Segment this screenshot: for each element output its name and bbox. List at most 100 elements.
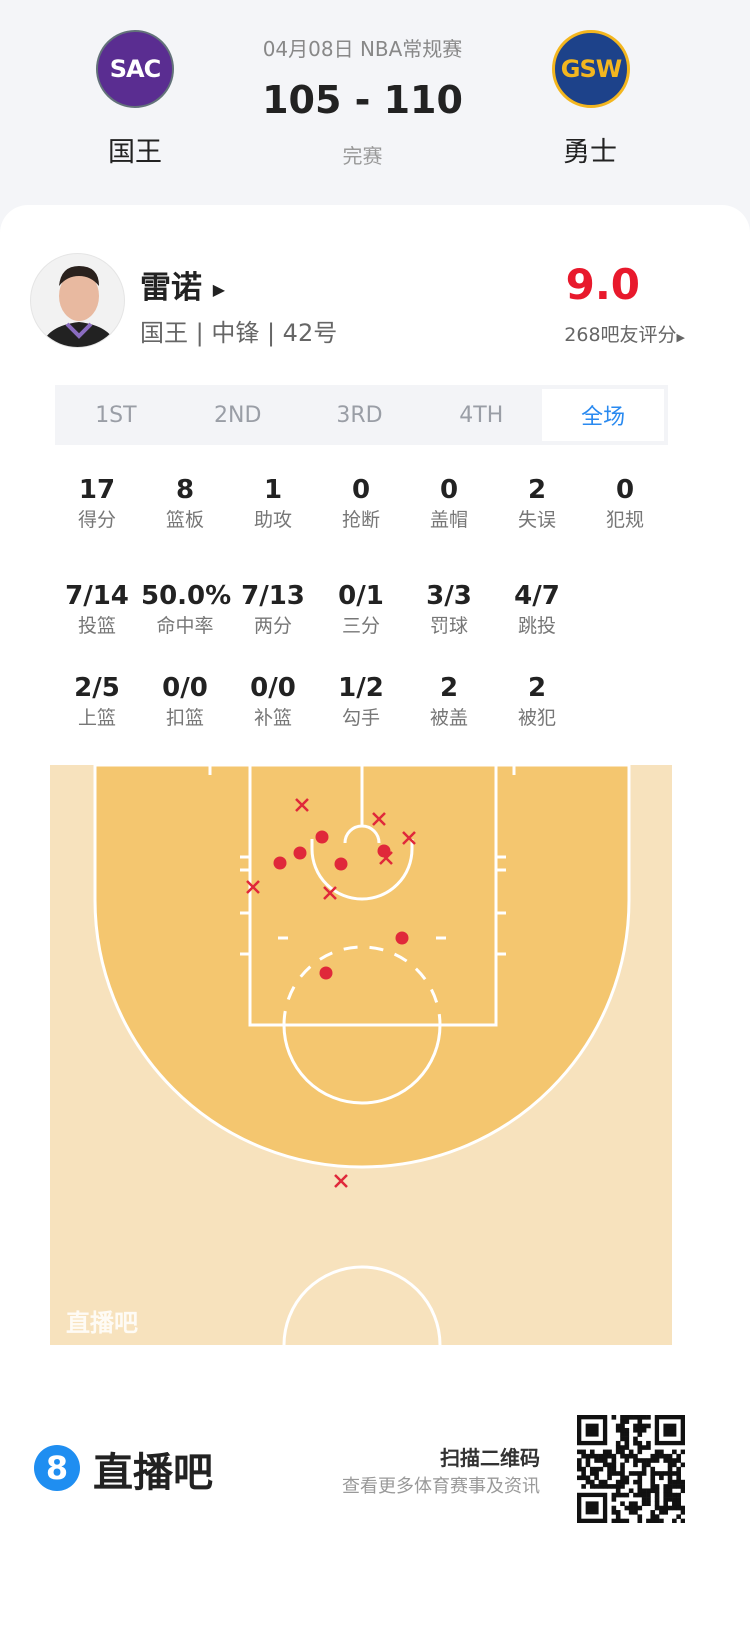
shot-missed bbox=[246, 880, 260, 894]
tab-1st[interactable]: 1ST bbox=[95, 402, 137, 428]
stat-label: 助攻 bbox=[253, 509, 292, 531]
stat-value: 4/7 bbox=[514, 581, 560, 611]
stats-row-shooting: 7/14 投篮 50.0% 命中率 7/13 两分 0/1 三分 3/3 罚球 4/7 跳投 bbox=[53, 580, 669, 640]
stat-label: 失误 bbox=[517, 509, 556, 531]
player-rating: 9.0 bbox=[565, 260, 640, 309]
home-team-logo: SAC bbox=[96, 30, 174, 108]
rim bbox=[343, 824, 381, 844]
stat-item: 2 被盖 bbox=[405, 672, 493, 732]
stat-value: 0/1 bbox=[338, 581, 384, 611]
period-tabs: 1ST 2ND 3RD 4TH 全场 bbox=[55, 385, 668, 445]
stat-label: 盖帽 bbox=[429, 509, 468, 531]
stat-item: 0 犯规 bbox=[581, 474, 669, 534]
match-status: 完赛 bbox=[342, 144, 383, 168]
stat-item: 7/13 两分 bbox=[229, 580, 317, 640]
stat-item: 1 助攻 bbox=[229, 474, 317, 534]
stat-value: 0 bbox=[615, 475, 635, 505]
tab-full-game[interactable]: 全场 bbox=[542, 389, 664, 441]
shot-made bbox=[395, 931, 409, 945]
shot-chart: 直播吧 bbox=[50, 765, 672, 1345]
away-team-name: 勇士 bbox=[563, 137, 617, 168]
tab-2nd[interactable]: 2ND bbox=[213, 402, 262, 428]
stat-value: 2 bbox=[439, 673, 459, 703]
player-name: 雷诺 bbox=[140, 270, 202, 306]
stat-label: 补篮 bbox=[253, 707, 292, 729]
stat-label: 命中率 bbox=[156, 615, 214, 637]
paint bbox=[248, 765, 498, 1027]
player-name-link[interactable]: 雷诺 ▶ bbox=[140, 262, 225, 307]
stat-item: 50.0% 命中率 bbox=[141, 580, 232, 640]
shot-made bbox=[334, 857, 348, 871]
shot-missed bbox=[295, 798, 309, 812]
away-team-logo: GSW bbox=[552, 30, 630, 108]
stat-label: 罚球 bbox=[429, 615, 468, 637]
shot-made bbox=[293, 846, 307, 860]
stat-value: 1 bbox=[263, 475, 283, 505]
player-photo bbox=[41, 266, 117, 347]
stat-item: 2 失误 bbox=[493, 474, 581, 534]
stat-item: 0/0 补篮 bbox=[229, 672, 317, 732]
brand-name: 直播吧 bbox=[93, 1450, 213, 1496]
stat-item: 0 盖帽 bbox=[405, 474, 493, 534]
stat-label: 被犯 bbox=[517, 707, 556, 729]
shot-made bbox=[273, 856, 287, 870]
free-throw-circle-dashed bbox=[282, 945, 442, 1026]
stat-label: 投篮 bbox=[77, 615, 116, 637]
stat-label: 犯规 bbox=[605, 509, 644, 531]
stat-label: 三分 bbox=[341, 615, 380, 637]
player-info: 国王 | 中锋 | 42号 bbox=[140, 319, 338, 347]
stat-item: 1/2 勾手 bbox=[317, 672, 405, 732]
stat-item: 0/0 扣篮 bbox=[141, 672, 229, 732]
stat-item: 3/3 罚球 bbox=[405, 580, 493, 640]
tab-4th[interactable]: 4TH bbox=[459, 402, 504, 428]
player-avatar[interactable] bbox=[30, 253, 125, 348]
stat-value: 0 bbox=[351, 475, 371, 505]
lane-marks bbox=[240, 855, 506, 956]
stat-item: 0 抢断 bbox=[317, 474, 405, 534]
shot-missed bbox=[402, 831, 416, 845]
scan-title: 扫描二维码 bbox=[440, 1446, 540, 1470]
stat-item: 4/7 跳投 bbox=[493, 580, 581, 640]
tab-3rd[interactable]: 3RD bbox=[336, 402, 383, 428]
rating-label: 268吧友评分 bbox=[564, 324, 677, 346]
qr-code[interactable] bbox=[577, 1415, 685, 1523]
stat-item: 2/5 上篮 bbox=[53, 672, 141, 732]
stat-label: 跳投 bbox=[517, 615, 556, 637]
match-score: 105 - 110 bbox=[262, 78, 463, 122]
rating-link[interactable]: 268吧友评分▶ bbox=[500, 320, 685, 347]
stat-item: 8 篮板 bbox=[141, 474, 229, 534]
caret-right-icon: ▶ bbox=[676, 331, 685, 344]
shot-missed bbox=[334, 1174, 348, 1188]
caret-right-icon: ▶ bbox=[212, 280, 226, 299]
stat-value: 17 bbox=[78, 475, 116, 505]
stat-label: 得分 bbox=[77, 509, 116, 531]
stat-value: 2 bbox=[527, 673, 547, 703]
stat-value: 2 bbox=[527, 475, 547, 505]
stats-row-shot-types: 2/5 上篮 0/0 扣篮 0/0 补篮 1/2 勾手 2 被盖 2 被犯 bbox=[53, 672, 669, 732]
free-throw-circle bbox=[282, 1024, 442, 1105]
restricted-area bbox=[310, 839, 414, 901]
stat-value: 2/5 bbox=[74, 673, 120, 703]
center-circle bbox=[282, 1265, 442, 1345]
stat-label: 勾手 bbox=[341, 707, 380, 729]
stat-value: 0/0 bbox=[162, 673, 208, 703]
match-date-league: 04月08日 NBA常规赛 bbox=[262, 37, 463, 61]
stat-label: 两分 bbox=[253, 615, 292, 637]
stat-value: 8 bbox=[175, 475, 195, 505]
stat-value: 0/0 bbox=[250, 673, 296, 703]
watermark-logo: 直播吧 bbox=[66, 1309, 138, 1337]
shot-missed bbox=[372, 812, 386, 826]
shot-missed bbox=[323, 886, 337, 900]
stat-value: 3/3 bbox=[426, 581, 472, 611]
stat-value: 0 bbox=[439, 475, 459, 505]
stat-value: 7/14 bbox=[65, 581, 129, 611]
stat-value: 50.0% bbox=[141, 581, 232, 611]
stat-label: 篮板 bbox=[165, 509, 204, 531]
stat-item: 17 得分 bbox=[53, 474, 141, 534]
shot-made bbox=[319, 966, 333, 980]
shot-missed bbox=[379, 851, 393, 865]
stat-label: 抢断 bbox=[341, 509, 380, 531]
stat-item: 7/14 投篮 bbox=[53, 580, 141, 640]
stat-label: 上篮 bbox=[77, 707, 116, 729]
stat-value: 7/13 bbox=[241, 581, 305, 611]
